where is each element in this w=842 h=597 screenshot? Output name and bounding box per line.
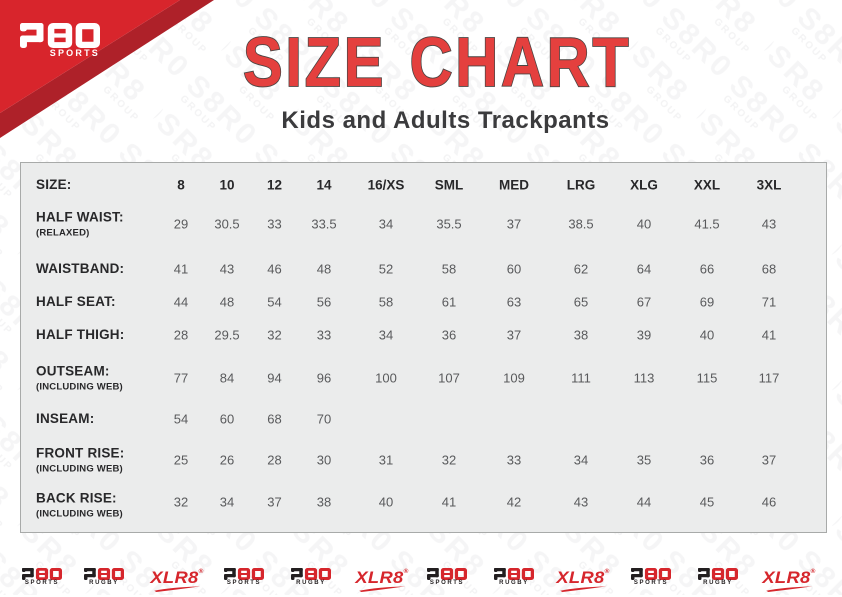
svg-text:SIZE CHART: SIZE CHART	[243, 22, 631, 101]
